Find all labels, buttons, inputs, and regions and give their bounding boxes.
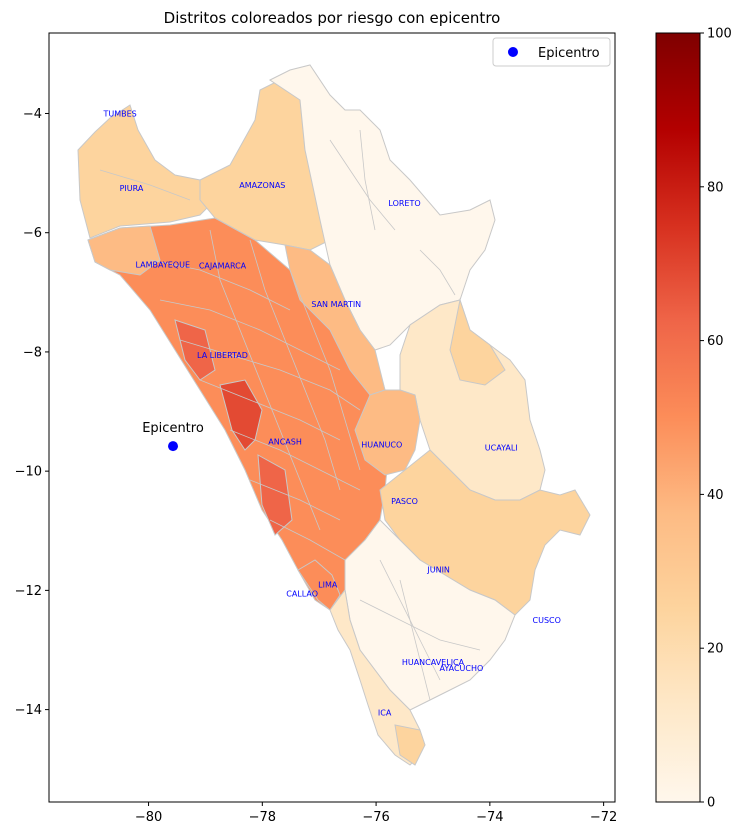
y-axis-ticks: −4 −6 −8 −10 −12 −14 — [15, 107, 49, 718]
department-label: PIURA — [120, 184, 144, 193]
department-label: LORETO — [388, 199, 420, 208]
epicenter-annotation: Epicentro — [142, 421, 204, 436]
colorbar-tick-label: 80 — [707, 180, 724, 195]
x-tick-label: −76 — [362, 810, 389, 825]
region-piura — [77, 104, 216, 239]
department-label: ANCASH — [268, 437, 302, 446]
colorbar-tick-label: 0 — [707, 796, 715, 811]
x-tick-label: −72 — [590, 810, 617, 825]
department-label: CUSCO — [533, 616, 561, 625]
y-tick-label: −10 — [15, 465, 42, 480]
axes-frame — [48, 32, 616, 803]
colorbar-tick-label: 60 — [707, 334, 724, 349]
department-label: LAMBAYEQUE — [136, 260, 191, 269]
department-label: HUANUCO — [361, 440, 402, 449]
legend-box — [492, 37, 611, 67]
colorbar: 0 20 40 60 80 100 — [655, 27, 732, 811]
legend-epicenter-label: Epicentro — [538, 46, 600, 61]
department-label: AYACUCHO — [440, 664, 484, 673]
colorbar-tick-label: 100 — [707, 27, 732, 42]
legend: Epicentro — [492, 37, 611, 67]
colorbar-tick-label: 20 — [707, 642, 724, 657]
district-borders — [99, 129, 481, 701]
region-ica-south — [394, 724, 426, 766]
x-tick-label: −80 — [135, 810, 162, 825]
epicenter-marker — [168, 441, 179, 452]
region-ucayali-orange — [449, 298, 506, 386]
department-label: CAJAMARCA — [199, 261, 247, 270]
department-label: CALLAO — [286, 589, 318, 598]
region-lima-coast — [297, 559, 341, 611]
y-tick-label: −12 — [15, 584, 42, 599]
x-tick-label: −74 — [476, 810, 503, 825]
department-label: LIMA — [318, 580, 338, 589]
department-label: ICA — [378, 709, 392, 718]
department-label: LA LIBERTAD — [197, 351, 248, 360]
colorbar-tick-label: 40 — [707, 488, 724, 503]
department-label: HUANCAVELICA — [402, 658, 465, 667]
region-coast-dark-3 — [257, 454, 293, 536]
region-coast-dark-2 — [174, 319, 216, 381]
department-label: TUMBES — [102, 109, 136, 118]
y-tick-label: −14 — [15, 703, 42, 718]
colorbar-ticks: 0 20 40 60 80 100 — [700, 27, 732, 811]
department-label: JUNIN — [426, 565, 450, 574]
y-tick-label: −6 — [23, 226, 42, 241]
y-tick-label: −4 — [23, 107, 42, 122]
map-area: TUMBES PIURA AMAZONAS LORETO LAMBAYEQUE CAJAM… — [15, 32, 617, 825]
department-label: UCAYALI — [485, 443, 518, 452]
department-label: PASCO — [391, 497, 418, 506]
legend-epicenter-marker — [508, 47, 518, 57]
chart-title: Distritos coloreados por riesgo con epic… — [164, 9, 501, 27]
district-map — [77, 64, 591, 766]
department-labels: TUMBES PIURA AMAZONAS LORETO LAMBAYEQUE CAJAM… — [102, 109, 560, 717]
department-label: AMAZONAS — [239, 181, 285, 190]
y-tick-label: −8 — [23, 345, 42, 360]
x-axis-ticks: −80 −78 −76 −74 −72 — [135, 802, 617, 825]
x-tick-label: −78 — [249, 810, 276, 825]
region-piura-orange — [87, 225, 161, 276]
colorbar-gradient — [655, 32, 701, 803]
department-label: SAN MARTIN — [311, 300, 361, 309]
region-huanuco — [354, 389, 421, 476]
